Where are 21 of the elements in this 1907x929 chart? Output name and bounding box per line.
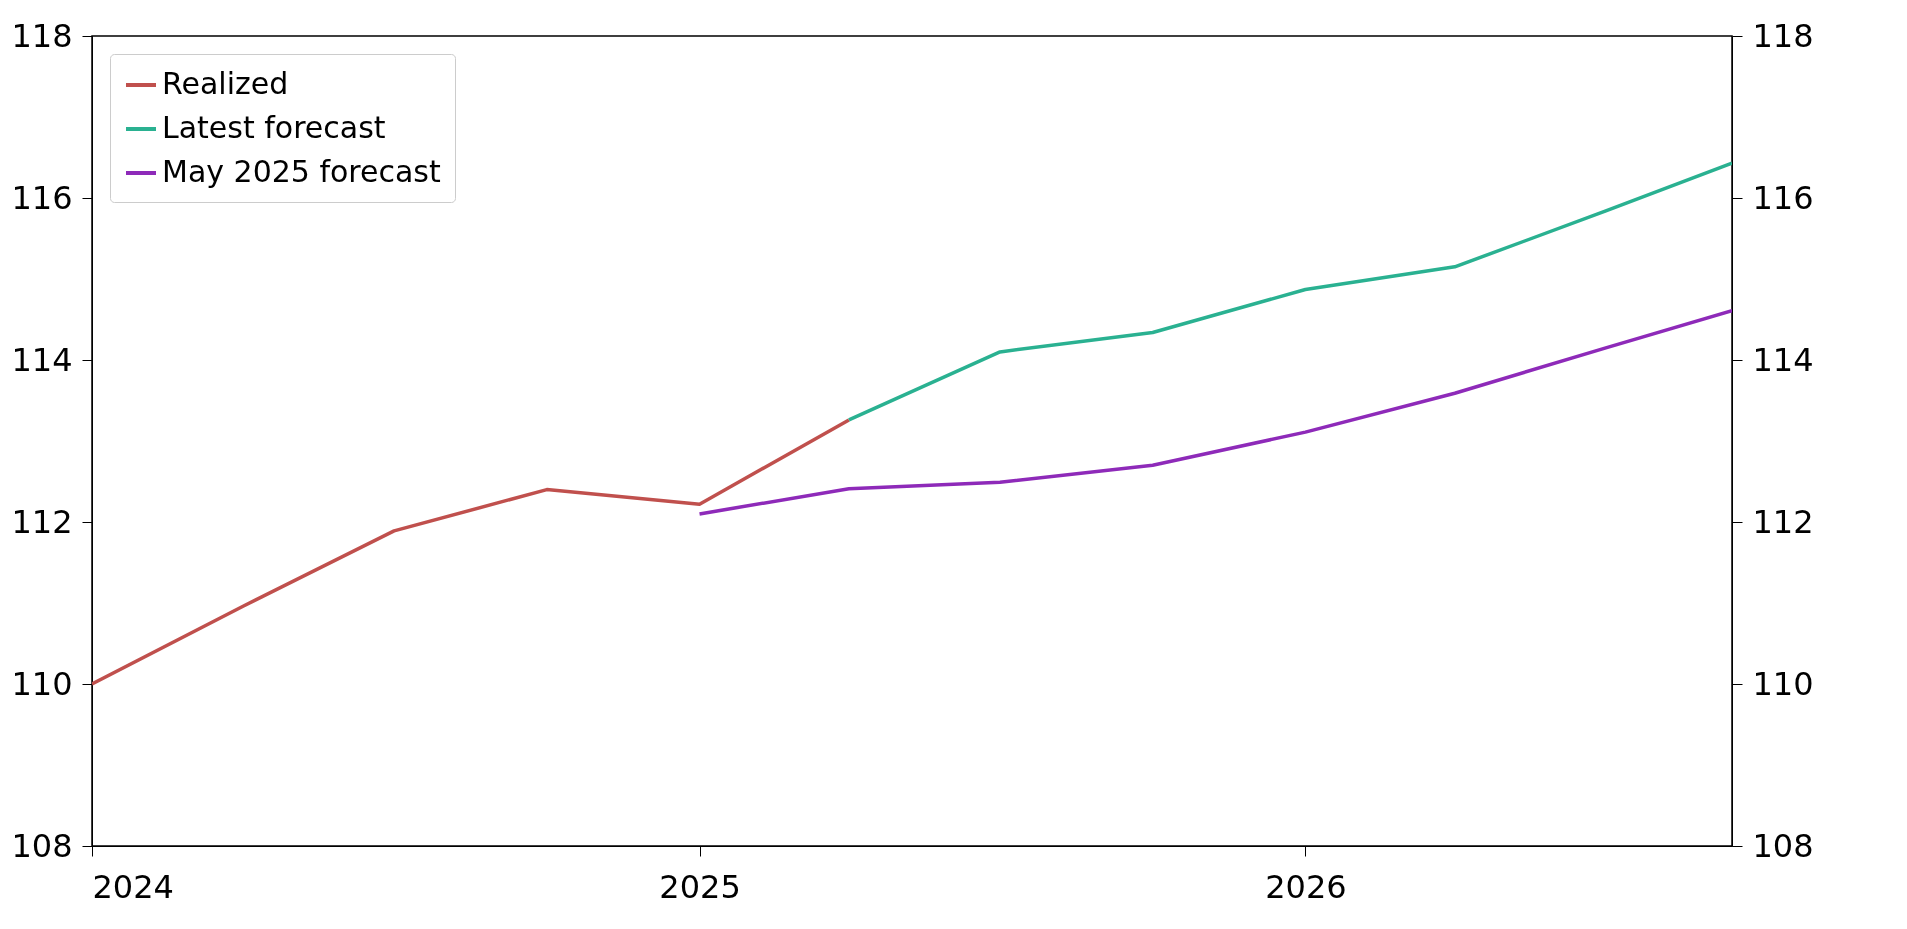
y2-tick-label: 118 [1752, 16, 1814, 55]
y2-tick-label: 114 [1752, 340, 1814, 379]
line-series [92, 418, 851, 686]
y2-tick-label: 116 [1752, 178, 1814, 217]
y-tick-label: 118 [11, 16, 73, 55]
legend-label: May 2025 forecast [162, 154, 441, 189]
y-tick-label: 110 [11, 664, 73, 703]
y2-tick-label: 110 [1752, 664, 1814, 703]
legend-label: Latest forecast [162, 110, 386, 145]
line-series [697, 308, 1732, 516]
y-tick-label: 112 [11, 502, 73, 541]
legend-label: Realized [162, 66, 289, 101]
x-tick-label: 2026 [1265, 867, 1347, 906]
x-tick-label: 2025 [659, 867, 741, 906]
y-tick-label: 114 [11, 340, 73, 379]
y2-tick-label: 108 [1752, 826, 1814, 865]
line-series [847, 161, 1732, 422]
y2-tick-label: 112 [1752, 502, 1814, 541]
x-tick-label: 2024 [92, 867, 174, 906]
y-tick-label: 116 [11, 178, 73, 217]
y-tick-label: 108 [11, 826, 73, 865]
